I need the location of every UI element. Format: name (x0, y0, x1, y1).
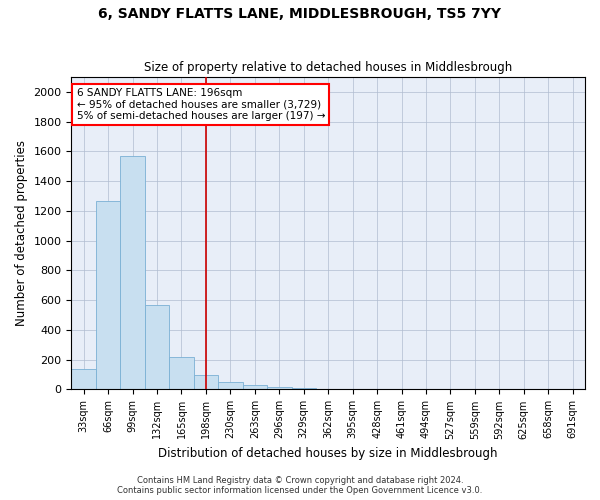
Bar (218, 382, 242, 390)
Title: Size of property relative to detached houses in Middlesbrough: Size of property relative to detached ho… (144, 62, 512, 74)
Bar (292, 388, 316, 390)
Text: 6 SANDY FLATTS LANE: 196sqm
← 95% of detached houses are smaller (3,729)
5% of s: 6 SANDY FLATTS LANE: 196sqm ← 95% of det… (77, 88, 325, 121)
X-axis label: Distribution of detached houses by size in Middlesbrough: Distribution of detached houses by size … (158, 447, 498, 460)
Bar (121, 156, 145, 390)
Bar (169, 356, 194, 390)
Bar (267, 387, 292, 390)
Y-axis label: Number of detached properties: Number of detached properties (15, 140, 28, 326)
Bar (96, 200, 121, 390)
Bar (194, 376, 218, 390)
Bar (242, 386, 267, 390)
Text: 6, SANDY FLATTS LANE, MIDDLESBROUGH, TS5 7YY: 6, SANDY FLATTS LANE, MIDDLESBROUGH, TS5… (98, 8, 502, 22)
Text: Contains HM Land Registry data © Crown copyright and database right 2024.
Contai: Contains HM Land Registry data © Crown c… (118, 476, 482, 495)
Bar (145, 306, 169, 390)
Bar (71, 368, 96, 390)
